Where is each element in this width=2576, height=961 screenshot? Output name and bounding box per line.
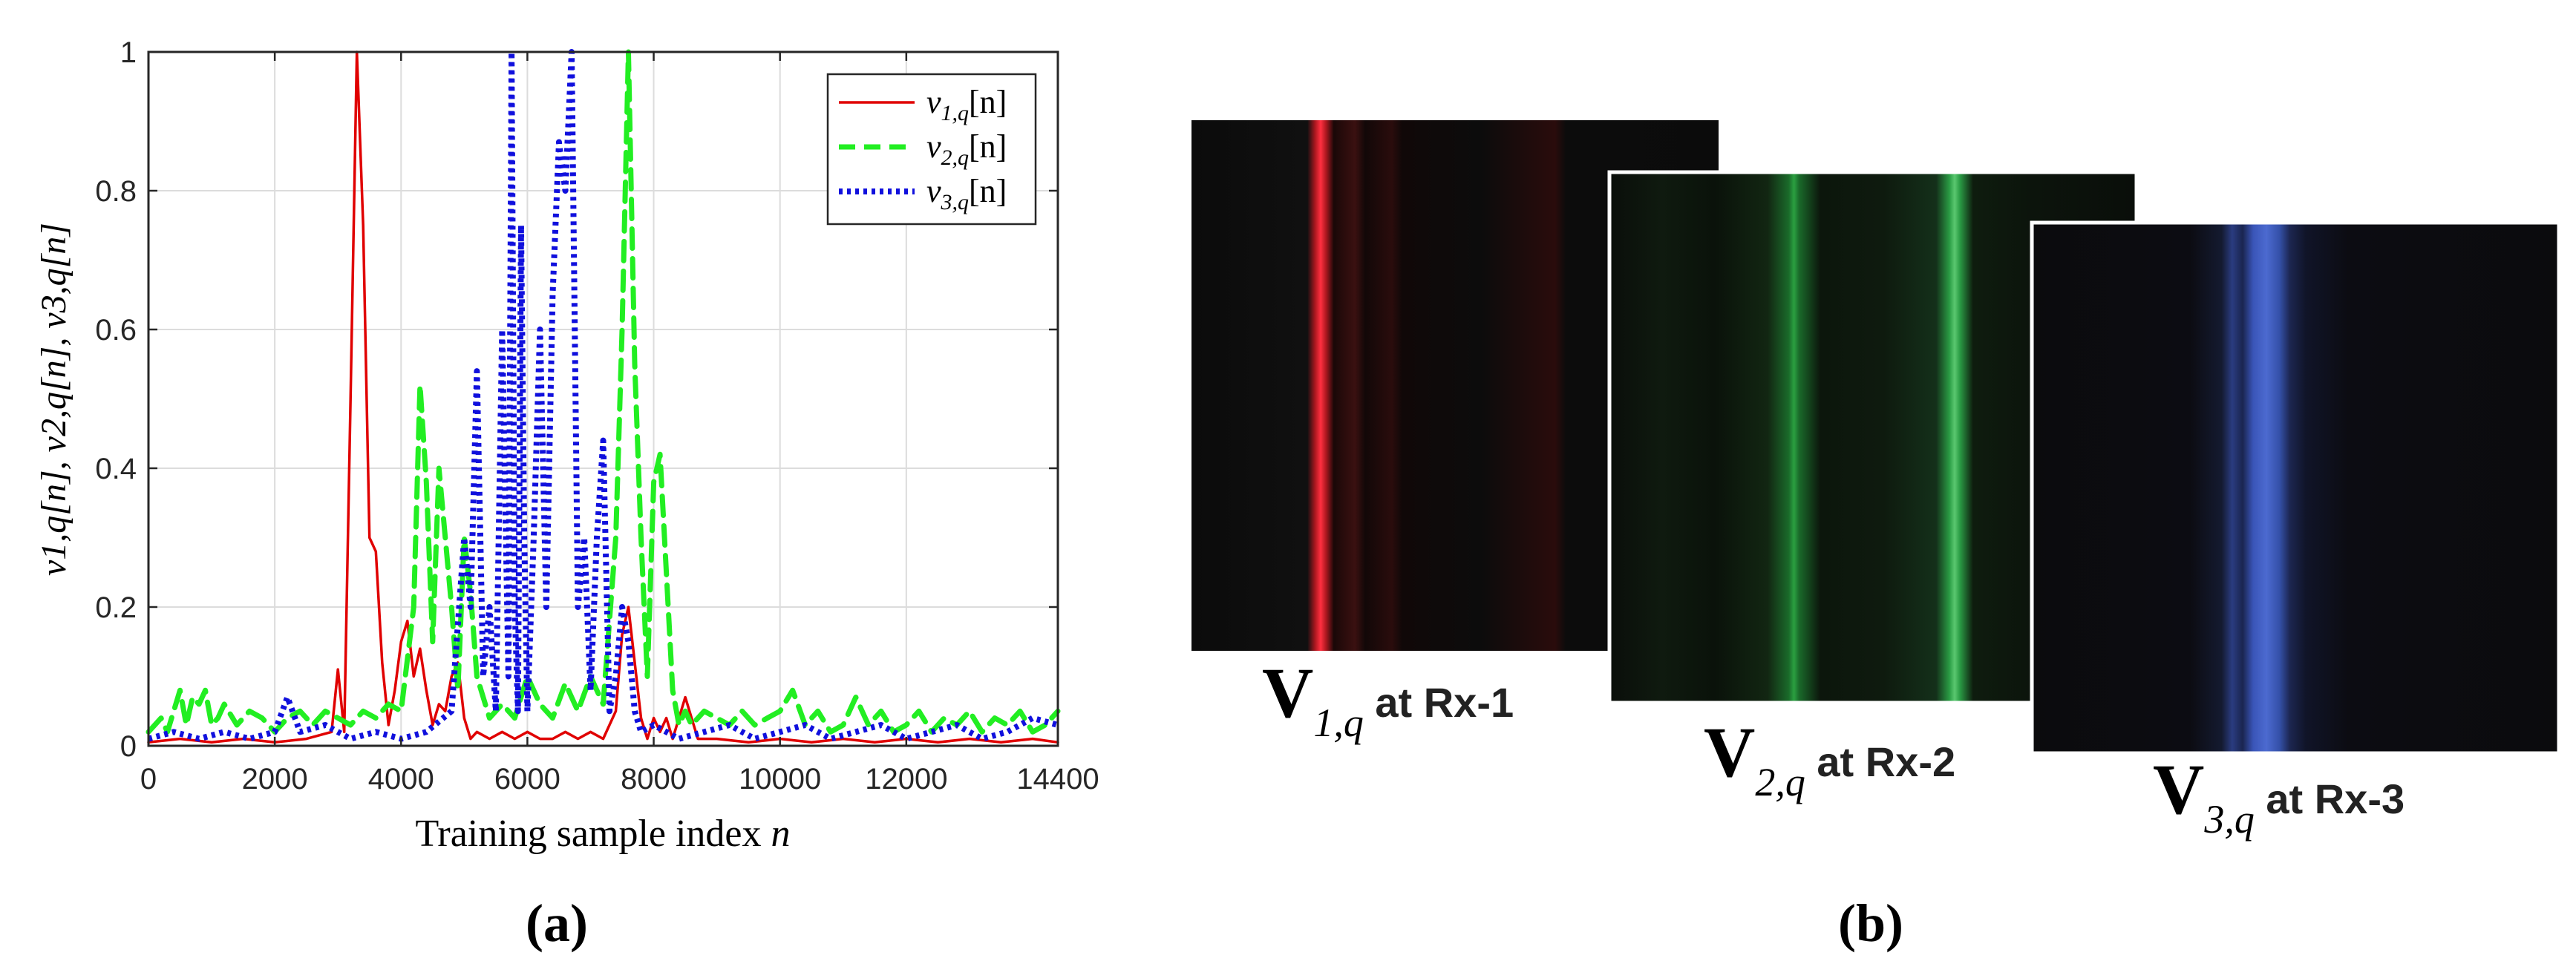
caption-a: (a) — [526, 893, 588, 953]
y-tick-label: 0.8 — [95, 175, 137, 208]
x-tick-label: 14400 — [1016, 763, 1099, 796]
legend-label-1: v1,q[n] — [926, 84, 1007, 125]
y-tick-label: 0.4 — [95, 453, 137, 485]
legend-label-3: v3,q[n] — [926, 173, 1007, 214]
label-v3: V3,q at Rx-3 — [2153, 750, 2405, 842]
x-tick-label: 6000 — [494, 763, 560, 796]
y-tick-label: 0.6 — [95, 314, 137, 347]
x-tick-label: 4000 — [368, 763, 434, 796]
plot-frame — [147, 50, 1059, 747]
y-axis-label: v1,q[n], v2,q[n], v3,q[n] — [34, 223, 73, 576]
panel-b: V1,q at Rx-1 V2,q at Rx-2 V3,q at Rx-3 (… — [1191, 120, 2561, 953]
x-tick-label: 8000 — [621, 763, 687, 796]
chart-panel-a: 0 2000 4000 6000 8000 10000 12000 14400 0 0.2 0.4 0… — [34, 36, 1099, 953]
series-layer — [146, 49, 1061, 744]
y-tick-label: 0.2 — [95, 591, 137, 624]
y-tick-label: 1 — [120, 36, 137, 69]
x-tick-label: 12000 — [865, 763, 947, 796]
series-line-1 — [147, 50, 1059, 744]
series-line-3 — [147, 49, 1059, 742]
caption-b: (b) — [1838, 893, 1903, 953]
x-tick-label: 2000 — [242, 763, 308, 796]
label-v1: V1,q at Rx-1 — [1262, 653, 1514, 745]
image-v3 — [2030, 220, 2561, 755]
legend: v1,q[n]v2,q[n]v3,q[n] — [826, 73, 1037, 226]
legend-box — [826, 73, 1037, 226]
series-line-2 — [146, 49, 1061, 735]
x-tick-label: 0 — [140, 763, 157, 796]
x-tick-label: 10000 — [739, 763, 821, 796]
tick-labels: 0 2000 4000 6000 8000 10000 12000 14400 0 0.2 0.4 0… — [95, 36, 1099, 796]
x-axis-label: Training sample index n — [415, 813, 790, 855]
ticks — [147, 50, 1059, 747]
y-tick-label: 0 — [120, 730, 137, 763]
label-v2: V2,q at Rx-2 — [1704, 712, 1955, 804]
legend-label-2: v2,q[n] — [926, 128, 1007, 170]
